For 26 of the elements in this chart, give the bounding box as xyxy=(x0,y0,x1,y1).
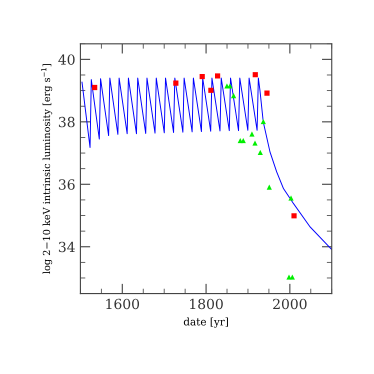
point xyxy=(249,131,255,137)
x-tick-label: 2000 xyxy=(273,298,307,310)
point xyxy=(258,150,263,156)
point xyxy=(260,118,266,124)
point xyxy=(214,73,220,79)
y-tick-label: 36 xyxy=(58,179,75,190)
point xyxy=(200,74,205,80)
point xyxy=(230,93,236,98)
x-tick-label: 1600 xyxy=(106,298,140,310)
point xyxy=(173,80,178,86)
point xyxy=(291,213,297,218)
y-tick-label: 38 xyxy=(58,116,75,128)
point xyxy=(252,72,258,78)
x-tick-label: 1800 xyxy=(190,298,223,310)
point xyxy=(266,184,272,190)
point xyxy=(290,274,295,280)
point xyxy=(252,140,258,146)
y-tick-label: 40 xyxy=(58,54,75,65)
y-tick-label: 34 xyxy=(58,242,75,252)
x-axis-title: date [yr] xyxy=(184,317,228,328)
point xyxy=(92,84,98,90)
point xyxy=(264,90,270,96)
point xyxy=(208,88,214,93)
point xyxy=(288,195,294,201)
point xyxy=(240,138,246,144)
y-axis-title: log 2−10 keV intrinsic luminosity [erg s$^{−1}$] xyxy=(41,64,52,274)
